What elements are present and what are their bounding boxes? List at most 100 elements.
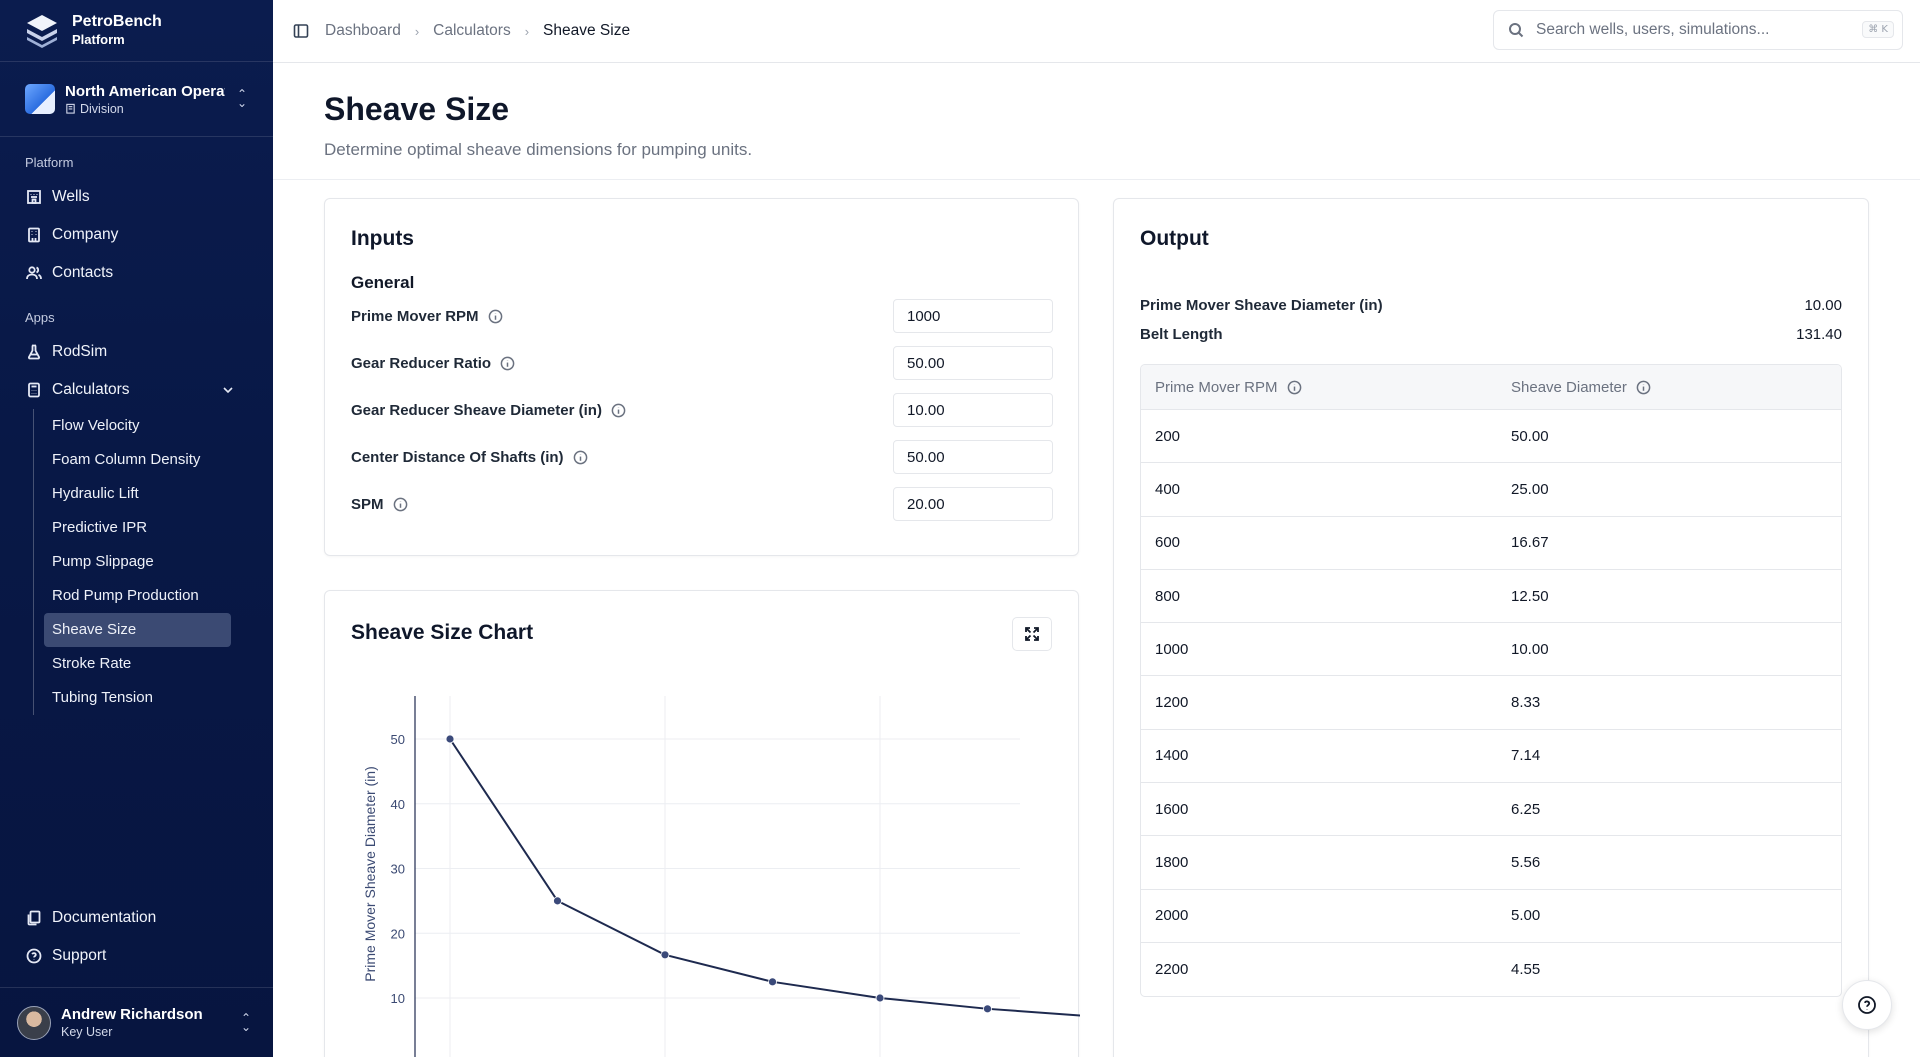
- sidebar-item-rodsim[interactable]: RodSim: [0, 333, 273, 371]
- brand-header[interactable]: PetroBench Platform: [0, 0, 273, 62]
- sidebar-item-calculators[interactable]: Calculators: [0, 371, 273, 409]
- org-type-row: Division: [65, 101, 235, 117]
- cell-rpm: 600: [1155, 534, 1181, 552]
- sidebar-toggle-icon[interactable]: [293, 23, 309, 39]
- data-point: [553, 896, 562, 906]
- table-row: 1200 8.33: [1141, 676, 1841, 730]
- global-search[interactable]: ⌘ K: [1493, 10, 1903, 50]
- sidebar-subitem-stroke-rate[interactable]: Stroke Rate: [52, 655, 132, 672]
- table-row: 2200 4.55: [1141, 943, 1841, 996]
- sidebar-subitem-flow-velocity[interactable]: Flow Velocity: [52, 417, 140, 434]
- table-row: 600 16.67: [1141, 517, 1841, 570]
- cell-rpm: 1400: [1155, 747, 1189, 765]
- chart-title: Sheave Size Chart: [351, 621, 534, 644]
- org-switcher[interactable]: North American Operations Division ⌃⌄: [0, 62, 273, 137]
- input-row: Gear Reducer Sheave Diameter (in): [351, 393, 1053, 427]
- calculators-subnav: Flow Velocity Foam Column Density Hydrauli…: [33, 409, 273, 715]
- info-icon[interactable]: [1287, 380, 1302, 395]
- input-label: Gear Reducer Sheave Diameter (in): [351, 402, 626, 419]
- input-field-2[interactable]: [893, 393, 1053, 427]
- cell-diameter: 25.00: [1511, 480, 1549, 498]
- sidebar-subitem-sheave-size[interactable]: Sheave Size: [44, 613, 231, 647]
- info-icon[interactable]: [393, 497, 408, 512]
- cell-diameter: 5.00: [1511, 907, 1541, 925]
- user-menu[interactable]: Andrew Richardson Key User ⌃ ⌄: [0, 987, 273, 1057]
- data-point: [445, 734, 455, 744]
- y-tick-label: 40: [391, 797, 405, 812]
- cell-rpm: 1800: [1155, 854, 1189, 872]
- input-row: Center Distance Of Shafts (in): [351, 440, 1053, 474]
- sidebar-subitem-predictive-ipr[interactable]: Predictive IPR: [52, 519, 148, 536]
- input-label-text: Prime Mover RPM: [351, 307, 479, 325]
- breadcrumb-calculators[interactable]: Calculators: [433, 22, 511, 39]
- input-label: Center Distance Of Shafts (in): [351, 449, 588, 466]
- sidebar-subitem-rod-pump-production[interactable]: Rod Pump Production: [52, 587, 199, 604]
- output-value: 131.40: [1796, 326, 1842, 343]
- table-row: 800 12.50: [1141, 570, 1841, 624]
- cell-diameter: 12.50: [1511, 587, 1549, 605]
- page-title: Sheave Size: [324, 91, 509, 127]
- page-header: Sheave Size Determine optimal sheave dim…: [273, 63, 1920, 180]
- sidebar-item-label: Wells: [52, 188, 90, 205]
- chevrons-up-down-icon: ⌃ ⌄: [236, 87, 248, 110]
- sidebar-item-label: RodSim: [52, 343, 108, 360]
- cell-diameter: 8.33: [1511, 694, 1541, 712]
- breadcrumb-dashboard[interactable]: Dashboard: [325, 22, 401, 39]
- cell-rpm: 1000: [1155, 640, 1189, 658]
- info-icon[interactable]: [488, 309, 503, 324]
- info-icon[interactable]: [573, 450, 588, 465]
- sidebar-subitem-pump-slippage[interactable]: Pump Slippage: [52, 553, 154, 570]
- flask-icon: [27, 344, 41, 360]
- table-row: 400 25.00: [1141, 463, 1841, 517]
- breadcrumb-current: Sheave Size: [543, 22, 631, 39]
- expand-chart-button[interactable]: [1012, 617, 1052, 651]
- info-icon[interactable]: [1636, 380, 1651, 395]
- input-field-1[interactable]: [893, 346, 1053, 380]
- sidebar-subitem-foam-column-density[interactable]: Foam Column Density: [52, 451, 201, 468]
- input-field-0[interactable]: [893, 299, 1053, 333]
- input-field-3[interactable]: [893, 440, 1053, 474]
- sidebar: PetroBench Platform North American Opera…: [0, 0, 273, 1057]
- output-label: Belt Length: [1140, 326, 1223, 343]
- input-label-text: Gear Reducer Sheave Diameter (in): [351, 401, 602, 419]
- help-button[interactable]: [1842, 980, 1892, 1030]
- table-header: Prime Mover RPM Sheave Diameter: [1141, 365, 1841, 410]
- cell-rpm: 400: [1155, 480, 1181, 498]
- input-label-text: SPM: [351, 495, 384, 513]
- data-point: [768, 977, 777, 987]
- cell-diameter: 5.56: [1511, 854, 1541, 872]
- org-type: Division: [80, 101, 124, 116]
- sidebar-subitem-tubing-tension[interactable]: Tubing Tension: [52, 689, 153, 706]
- sidebar-item-contacts[interactable]: Contacts: [0, 254, 273, 292]
- input-label-text: Center Distance Of Shafts (in): [351, 448, 564, 466]
- petrobench-logo-icon: [27, 14, 57, 48]
- cell-diameter: 16.67: [1511, 534, 1549, 552]
- sheave-size-chart: 10 20 30 40 50 Prime Mover Sheave Diameter (i…: [362, 696, 1080, 1057]
- sidebar-item-label: Support: [52, 947, 107, 964]
- building-small-icon: [66, 103, 75, 114]
- data-point: [660, 950, 670, 960]
- search-input[interactable]: [1536, 21, 1856, 39]
- sidebar-item-wells[interactable]: Wells: [0, 178, 273, 216]
- sidebar-item-label: Contacts: [52, 264, 114, 281]
- series-line: [449, 738, 1080, 1017]
- sidebar-item-company[interactable]: Company: [0, 216, 273, 254]
- output-title: Output: [1140, 227, 1209, 250]
- org-logo-icon: [25, 84, 55, 114]
- input-field-4[interactable]: [893, 487, 1053, 521]
- inputs-card: Inputs General Prime Mover RPM Gear Reduc…: [324, 198, 1079, 556]
- output-label: Prime Mover Sheave Diameter (in): [1140, 297, 1383, 314]
- sidebar-item-support[interactable]: Support: [0, 937, 273, 975]
- sheave-table: Prime Mover RPM Sheave Diameter 200 50.00…: [1140, 364, 1842, 998]
- search-icon: [1509, 23, 1524, 38]
- docs-icon: [27, 910, 41, 926]
- table-row: 1000 10.00: [1141, 623, 1841, 677]
- input-label: SPM: [351, 496, 408, 513]
- info-icon[interactable]: [611, 403, 626, 418]
- inputs-title: Inputs: [351, 227, 414, 250]
- chart-card: Sheave Size Chart 10 20 30 40 50 Prime Mover …: [324, 590, 1080, 1057]
- sidebar-subitem-hydraulic-lift[interactable]: Hydraulic Lift: [52, 485, 139, 502]
- sidebar-item-documentation[interactable]: Documentation: [0, 899, 273, 937]
- info-icon[interactable]: [500, 356, 515, 371]
- chevrons-up-down-icon: ⌃ ⌄: [240, 1010, 252, 1034]
